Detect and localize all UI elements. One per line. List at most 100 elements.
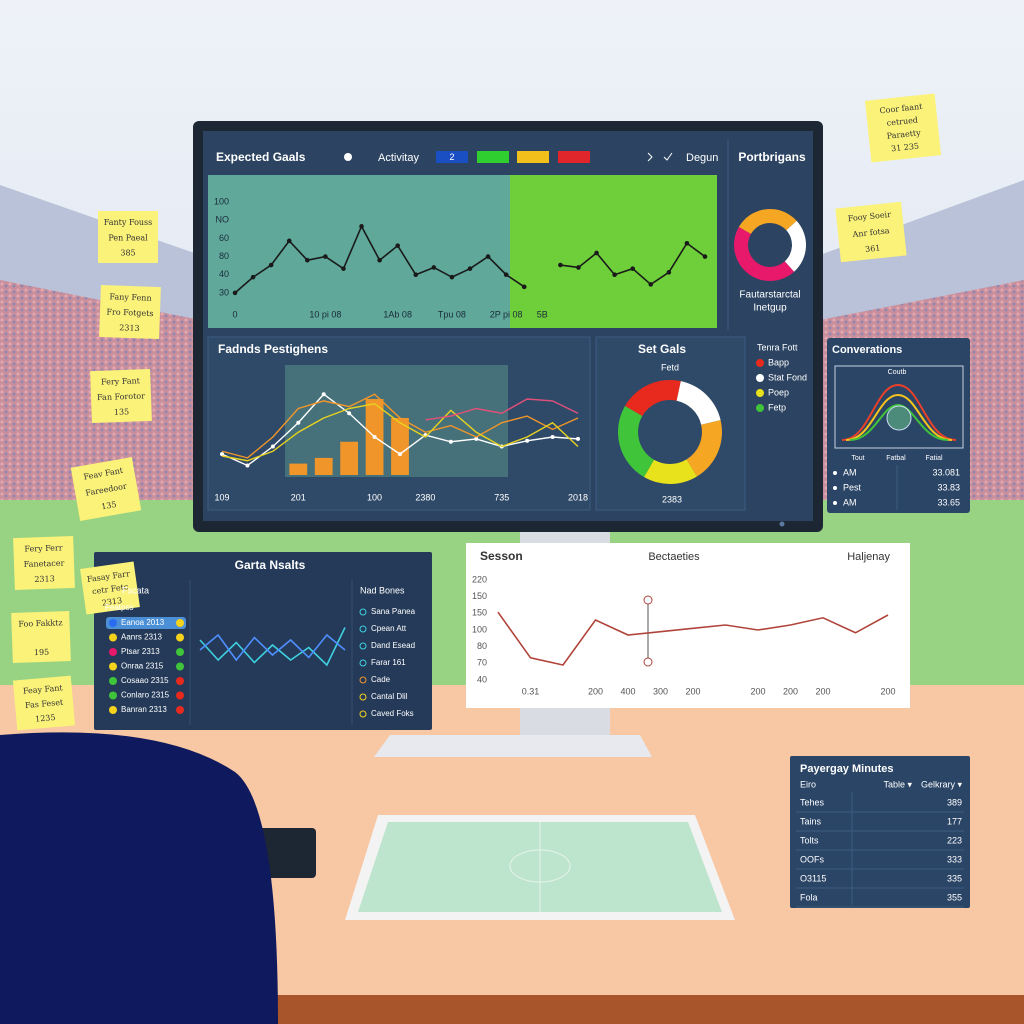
filter-button[interactable]: [517, 151, 549, 163]
list-item: Aanrs 2313: [121, 633, 162, 642]
point: [702, 254, 708, 259]
y-tick-label: 100: [472, 624, 487, 634]
legend-label: Fetp: [768, 402, 786, 412]
point: [612, 272, 617, 278]
table-cell: Tehes: [800, 797, 825, 807]
legend-label: Stat Fond: [768, 372, 807, 382]
sticky-paper: [98, 211, 158, 263]
sticky-text: Fan Forotor: [97, 391, 145, 402]
legend-swatch: [756, 359, 764, 367]
filter-button[interactable]: [436, 151, 468, 163]
sticky-text: Pen Paeal: [108, 233, 148, 242]
list-dot: [359, 693, 367, 701]
table-header: Eiro: [800, 779, 816, 789]
point: [474, 436, 479, 441]
sticky-paper: [90, 368, 152, 424]
list-item: Banran 2313: [121, 705, 167, 714]
list-item: Eanoa 2013: [121, 618, 165, 627]
sticky-paper: [11, 611, 71, 663]
y-tick-label: NO: [216, 215, 230, 225]
list-dot: [359, 676, 367, 684]
tab[interactable]: Activitay: [378, 152, 419, 164]
bar: [289, 463, 308, 475]
nav[interactable]: Degun: [686, 152, 718, 164]
bar: [314, 457, 333, 475]
sticky-text: 385: [120, 249, 135, 258]
point: [503, 272, 509, 278]
chevron[interactable]: [647, 152, 653, 162]
sticky-text: Feay Fant: [23, 683, 64, 696]
point: [347, 411, 352, 416]
chart-panel: [208, 175, 510, 328]
device: [258, 828, 316, 878]
sticky-text: Paraetty: [886, 128, 921, 141]
cursor-handle[interactable]: [643, 595, 653, 605]
list-dot: [359, 625, 367, 633]
point: [305, 257, 310, 263]
pitch-center: [886, 405, 912, 431]
x-tick-label: 2018: [568, 492, 588, 502]
row-value: 33.081: [932, 467, 960, 477]
pie-slice: [624, 380, 681, 416]
monitor-title: Expected Gaals: [216, 150, 306, 164]
point: [268, 262, 274, 268]
y-tick-label: 100: [214, 196, 229, 206]
sticky-text: 195: [34, 648, 50, 658]
sticky-text: 31 235: [891, 142, 920, 154]
table-cell: 333: [947, 854, 962, 864]
list-item: Sana Panea: [371, 607, 416, 616]
list-dot: [109, 633, 117, 642]
sticky-text: Fanetacer: [24, 559, 65, 569]
status-dot: [176, 619, 184, 627]
chart-title: Garta Nsalts: [235, 558, 306, 572]
cursor-handle[interactable]: [643, 657, 653, 667]
table-cell: 335: [947, 873, 962, 883]
pitch-label: Fatbal: [886, 455, 906, 462]
status-dot: [176, 691, 184, 700]
row-dot: [833, 471, 837, 475]
series-line: [199, 633, 346, 662]
sticky-note: Feay Fant Fas Feset 1235: [12, 675, 76, 731]
list-item: Cpean Att: [371, 624, 407, 633]
bar: [340, 441, 359, 475]
table-cell: Tains: [800, 816, 822, 826]
list-dot: [359, 659, 367, 667]
point: [413, 272, 419, 278]
list-dot: [109, 648, 117, 656]
filter-button[interactable]: [477, 151, 509, 163]
sticky-text: 361: [865, 243, 881, 254]
sticky-text: 2313: [101, 596, 122, 608]
point: [220, 452, 224, 457]
table-cell: 389: [947, 797, 962, 807]
x-tick-label: 201: [291, 492, 306, 502]
sticky-text: 2313: [34, 574, 55, 584]
sticky-paper: [70, 457, 142, 521]
table-cell: O3115: [800, 873, 826, 883]
list-dot: [109, 677, 117, 685]
pitch-circle: [509, 849, 571, 883]
legend-swatch: [756, 404, 764, 412]
heat-curve: [845, 393, 953, 441]
point: [245, 463, 250, 468]
sticky-paper: [80, 561, 140, 615]
results-panel: [94, 552, 432, 730]
series-line: [199, 627, 346, 667]
chart-panel-highlight: [510, 175, 717, 328]
point: [321, 392, 326, 397]
pie-slice: [676, 381, 721, 425]
pie-slice: [644, 459, 697, 485]
sticky-text: Anr fotsa: [851, 226, 890, 239]
point: [286, 238, 292, 244]
point: [449, 274, 455, 280]
chart-label: Fetd: [661, 362, 679, 372]
row-label: AM: [843, 467, 857, 477]
status-dot: [176, 648, 184, 656]
point: [372, 435, 377, 439]
x-tick-label: 200: [685, 686, 700, 696]
status-dot: [176, 677, 184, 685]
sticky-text: 1235: [35, 713, 56, 724]
filter-button[interactable]: [558, 151, 590, 163]
x-tick-label: 1Ab 08: [383, 309, 412, 319]
